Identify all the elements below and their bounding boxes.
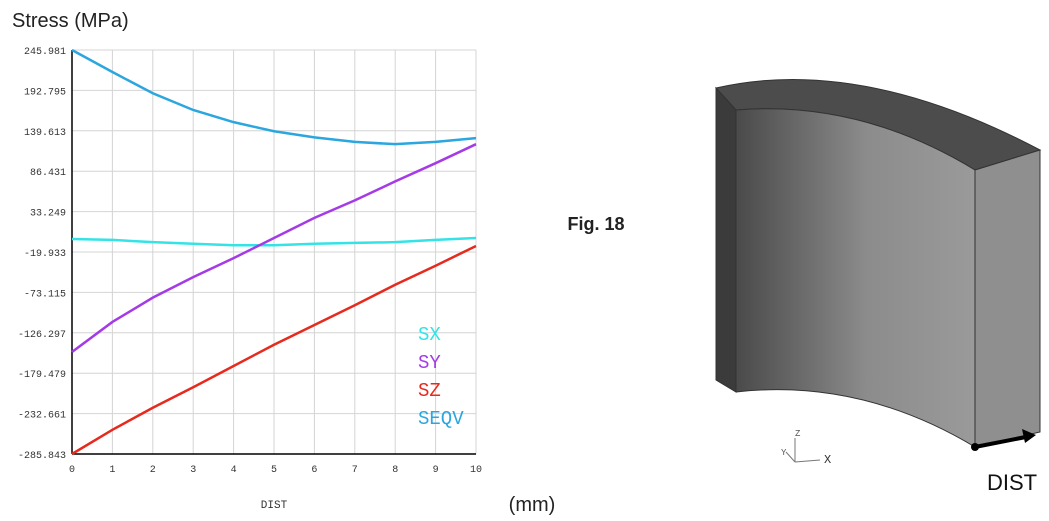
figure: Stress (MPa) DIST (mm) Fig. 18 -285.843-… xyxy=(0,0,1049,521)
x-tick-label: 3 xyxy=(190,465,196,476)
y-tick-label: 33.249 xyxy=(30,209,66,220)
axis-triad: Z X Y xyxy=(781,429,831,467)
y-tick-label: -285.843 xyxy=(18,451,66,462)
legend-entry: SEQV xyxy=(418,408,464,430)
x-tick-label: 7 xyxy=(352,465,358,476)
y-tick-label: -73.115 xyxy=(24,289,66,300)
side-face xyxy=(716,88,736,392)
x-axis-unit: (mm) xyxy=(509,494,556,516)
y-tick-label: -232.661 xyxy=(18,411,66,422)
x-axis-label: DIST xyxy=(261,500,288,512)
triad-y-label: Y xyxy=(781,448,787,458)
curved-face xyxy=(736,109,975,447)
triad-z-label: Z xyxy=(795,429,801,439)
y-tick-label: -19.933 xyxy=(24,249,66,260)
x-tick-label: 1 xyxy=(109,465,115,476)
triad-y xyxy=(786,452,795,462)
x-tick-label: 6 xyxy=(311,465,317,476)
y-tick-label: 192.795 xyxy=(24,87,66,98)
y-tick-label: -126.297 xyxy=(18,330,66,341)
y-tick-label: 245.981 xyxy=(24,47,66,58)
x-tick-label: 9 xyxy=(433,465,439,476)
x-tick-label: 10 xyxy=(470,465,482,476)
model-label: DIST xyxy=(987,470,1037,495)
3d-model: DIST Z X Y xyxy=(716,79,1040,495)
figure-label: Fig. 18 xyxy=(567,214,624,234)
end-face xyxy=(975,150,1040,447)
x-tick-label: 2 xyxy=(150,465,156,476)
y-tick-label: 86.431 xyxy=(30,168,66,179)
triad-x-label: X xyxy=(824,453,831,467)
x-tick-label: 8 xyxy=(392,465,398,476)
legend-entry: SZ xyxy=(418,380,441,402)
legend-entry: SY xyxy=(418,352,441,374)
plot: -285.843 -232.661 -179.479 -126.297 -73.115 -… xyxy=(18,47,482,476)
chart-title: Stress (MPa) xyxy=(12,10,129,32)
x-tick-label: 5 xyxy=(271,465,277,476)
y-tick-label: -179.479 xyxy=(18,370,66,381)
triad-x xyxy=(795,460,820,462)
x-tick-label: 4 xyxy=(231,465,237,476)
arrow-origin xyxy=(971,443,979,451)
x-tick-label: 0 xyxy=(69,465,75,476)
legend-entry: SX xyxy=(418,324,441,346)
y-tick-label: 139.613 xyxy=(24,128,66,139)
